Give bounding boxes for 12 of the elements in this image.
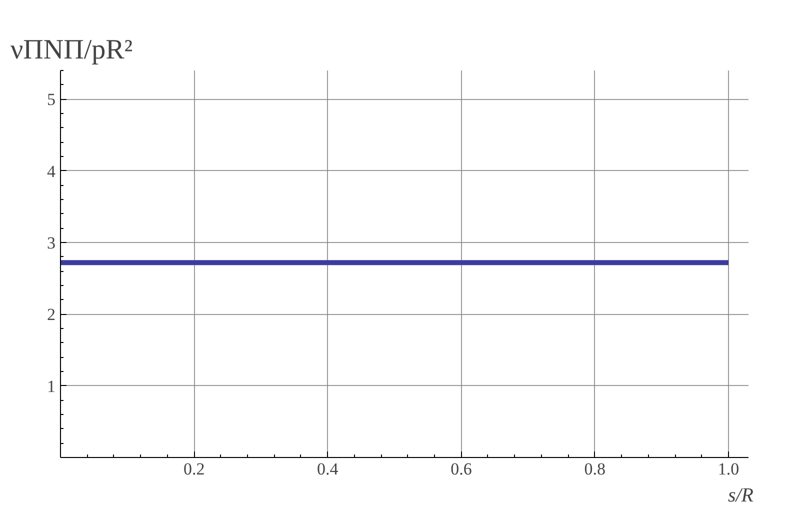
x-tick-label: 0.6	[450, 460, 472, 478]
x-tick-label: 0.8	[584, 460, 606, 478]
y-tick-label: 4	[47, 162, 56, 181]
y-tick-label: 2	[47, 305, 56, 324]
y-tick-label: 3	[47, 234, 56, 252]
y-tick-label: 5	[47, 90, 56, 110]
y-tick-label: 1	[47, 376, 56, 396]
y-axis-title: νΠNΠ/pR²	[10, 34, 133, 66]
x-axis-title: s/R	[728, 484, 754, 506]
x-tick-label: 0.4	[317, 460, 339, 478]
x-tick-label: 1.0	[718, 460, 740, 478]
x-tick-label: 0.2	[183, 460, 205, 478]
